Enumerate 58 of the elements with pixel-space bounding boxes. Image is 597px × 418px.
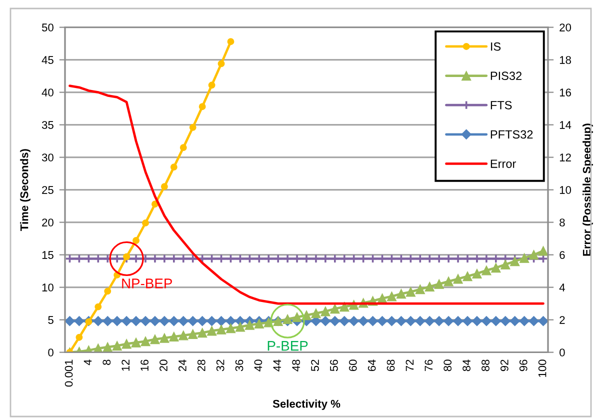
y-tick-label: 25 bbox=[42, 186, 54, 194]
x-tick-label: 20 bbox=[160, 360, 168, 372]
x-tick-label: 92 bbox=[500, 360, 508, 372]
y2-tick-label: 16 bbox=[560, 88, 571, 96]
y2-tick-label: 20 bbox=[560, 24, 572, 32]
x-tick-label: 76 bbox=[424, 360, 433, 372]
x-tick-label: 28 bbox=[197, 360, 206, 372]
y-tick-label: 20 bbox=[42, 218, 54, 226]
legend-label: PIS32 bbox=[490, 72, 522, 80]
y-axis-title: Time (Seconds) bbox=[20, 149, 30, 231]
x-tick-label: 52 bbox=[311, 360, 319, 372]
y2-tick-label: 12 bbox=[560, 154, 571, 162]
x-tick-label: 96 bbox=[519, 360, 528, 372]
y2-tick-label: 10 bbox=[560, 186, 572, 194]
x-tick-label: 80 bbox=[444, 360, 452, 372]
y-tick-label: 40 bbox=[42, 88, 54, 96]
y-tick-label: 10 bbox=[42, 284, 54, 292]
x-tick-label: 100 bbox=[538, 360, 546, 377]
x-tick-label: 56 bbox=[330, 360, 338, 372]
x-tick-label: 44 bbox=[273, 360, 281, 372]
legend-label: IS bbox=[491, 42, 501, 51]
x-tick-label: 12 bbox=[122, 360, 130, 371]
y2-tick-label: 18 bbox=[560, 56, 571, 64]
y-tick-label: 15 bbox=[42, 251, 54, 259]
y2-tick-label: 14 bbox=[560, 121, 572, 129]
x-tick-label: 16 bbox=[140, 360, 148, 371]
x-tick-label: 32 bbox=[216, 360, 224, 372]
x-tick-label: 68 bbox=[386, 360, 395, 372]
x-tick-label: 40 bbox=[254, 360, 262, 372]
x-tick-label: 88 bbox=[482, 360, 490, 372]
y-tick-label: 30 bbox=[42, 154, 54, 162]
legend-label: Error bbox=[490, 160, 516, 168]
y2-tick-label: 4 bbox=[559, 284, 565, 292]
x-tick-label: 48 bbox=[292, 360, 300, 372]
x-tick-label: 8 bbox=[102, 360, 111, 365]
x-tick-label: 0.001 bbox=[64, 360, 73, 387]
y2-tick-label: 6 bbox=[560, 251, 565, 259]
y-tick-label: 0 bbox=[48, 348, 54, 356]
y-tick-label: 45 bbox=[42, 56, 54, 64]
x-axis-title: Selectivity % bbox=[272, 400, 340, 410]
y2-axis-title: Error (Possible Speedup) bbox=[582, 124, 593, 256]
x-tick-label: 72 bbox=[406, 360, 414, 372]
y-tick-label: 50 bbox=[42, 24, 54, 32]
x-tick-label: 84 bbox=[462, 360, 470, 372]
x-tick-label: 64 bbox=[368, 360, 376, 372]
y2-tick-label: 0 bbox=[560, 348, 565, 356]
x-tick-label: 60 bbox=[348, 360, 357, 372]
y-tick-label: 35 bbox=[42, 121, 54, 129]
annotation: P-BEP bbox=[268, 341, 308, 351]
legend-label: FTS bbox=[490, 100, 512, 110]
annotation: NP-BEP bbox=[122, 278, 172, 288]
y2-tick-label: 8 bbox=[560, 218, 565, 226]
x-tick-label: 36 bbox=[235, 360, 244, 372]
y2-tick-label: 2 bbox=[560, 316, 565, 324]
x-tick-label: 24 bbox=[178, 360, 186, 372]
x-tick-label: 4 bbox=[84, 360, 92, 366]
y-tick-label: 5 bbox=[48, 316, 54, 324]
legend-label: PFTS32 bbox=[490, 130, 533, 139]
